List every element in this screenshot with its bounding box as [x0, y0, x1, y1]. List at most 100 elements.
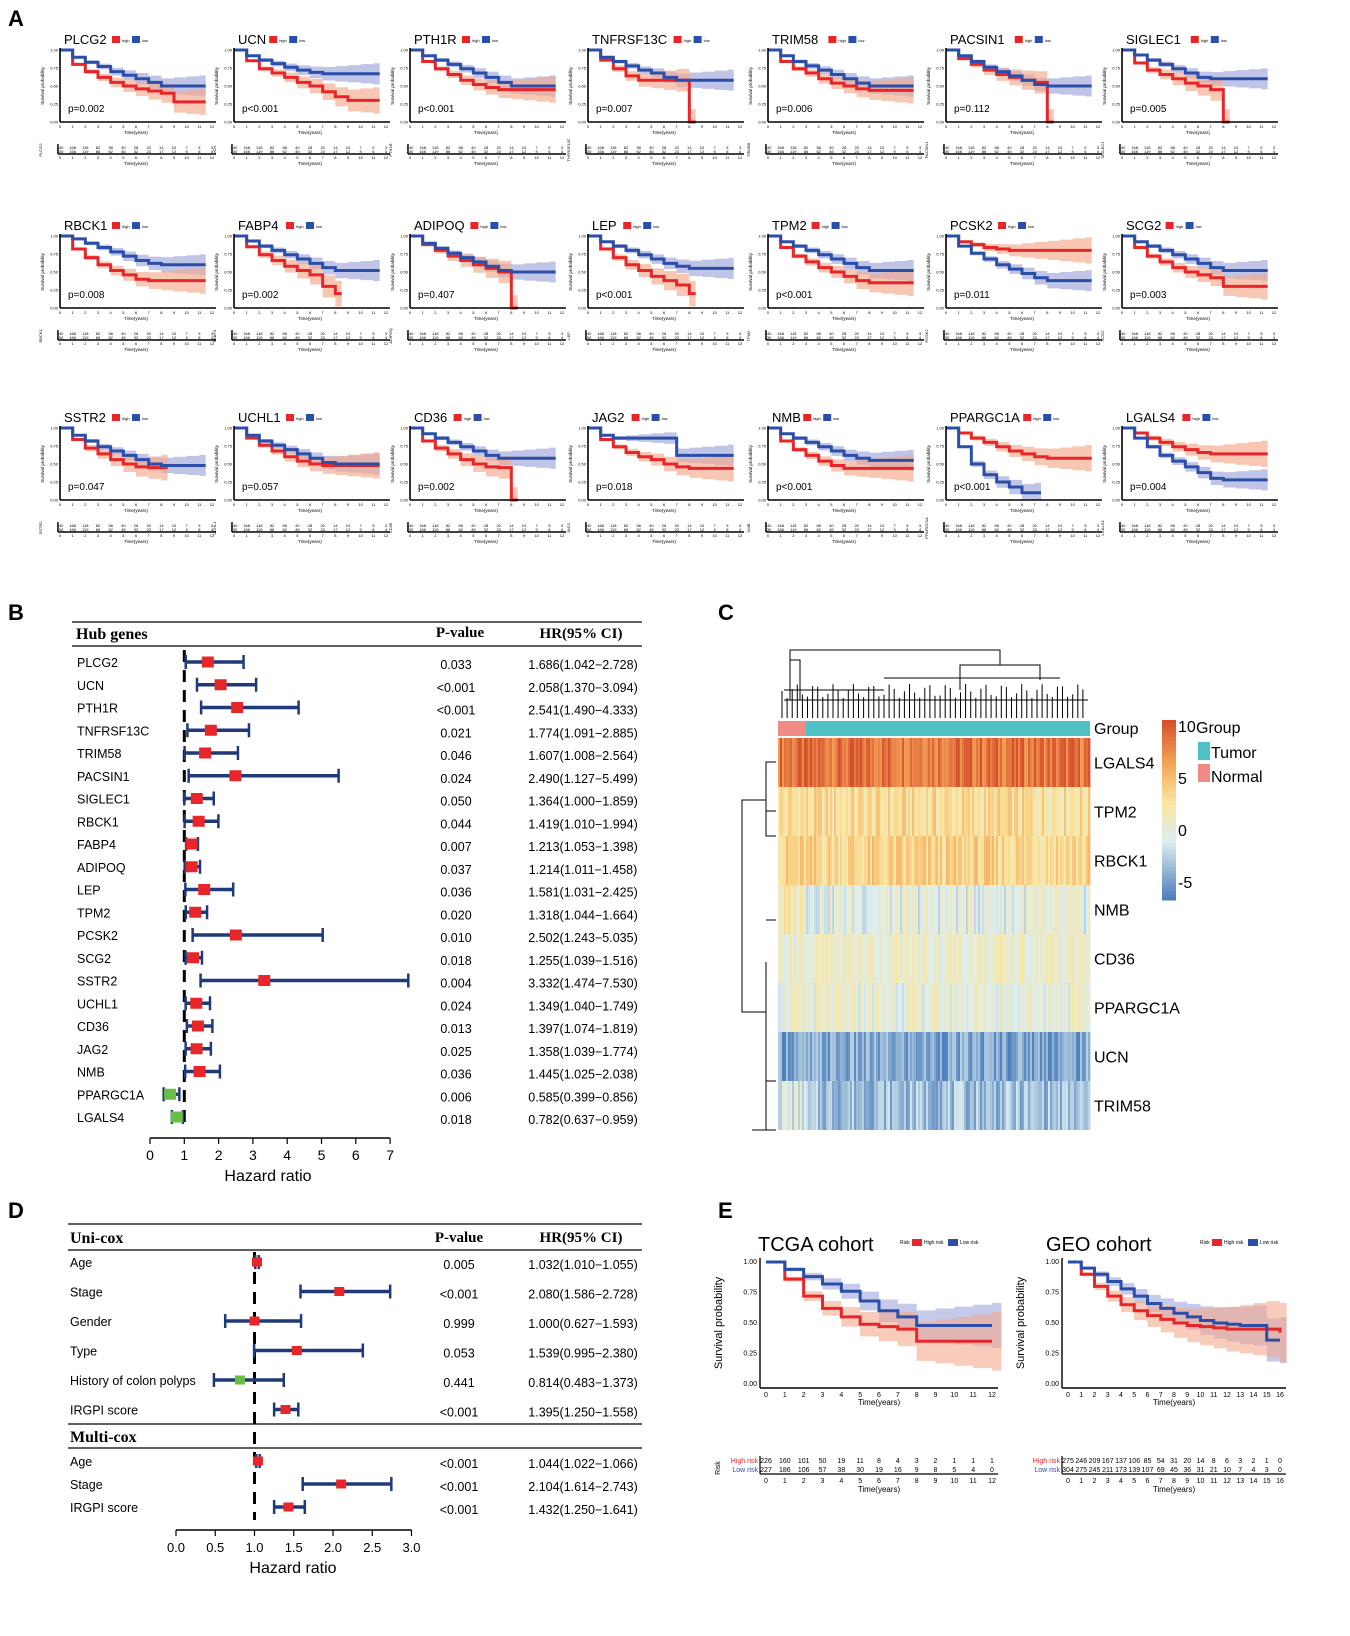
risk-x-tick: 12 — [1272, 341, 1277, 346]
y-tick-label: 0.75 — [758, 66, 767, 71]
heat-cell — [956, 934, 959, 983]
risk-count: 20 — [496, 523, 501, 528]
heat-cell — [984, 1032, 987, 1081]
heat-cell — [1058, 934, 1061, 983]
risk-count: 119 — [432, 335, 439, 340]
heat-cell — [970, 787, 973, 836]
heat-cell — [1008, 1081, 1011, 1130]
heat-cell — [856, 836, 859, 885]
heat-cell — [800, 787, 803, 836]
x-tick-label: 0 — [59, 310, 62, 315]
risk-x-tick: 4 — [818, 341, 821, 346]
x-tick-label: 8 — [868, 502, 871, 507]
x-tick-label: 11 — [725, 502, 730, 507]
risk-x-tick: 12 — [1096, 155, 1101, 160]
risk-count: 12 — [346, 527, 351, 532]
heat-cell — [790, 983, 793, 1032]
dendrogram-branch — [784, 677, 1088, 701]
heat-cell — [884, 787, 887, 836]
heat-cell — [892, 983, 895, 1032]
heat-cell — [932, 738, 935, 787]
risk-x-tick: 12 — [1272, 155, 1277, 160]
heat-cell — [826, 1081, 829, 1130]
risk-count: 166 — [69, 527, 76, 532]
heat-cell — [820, 787, 823, 836]
x-tick-label: 11 — [547, 502, 552, 507]
risk-count-high: 1 — [990, 1458, 994, 1465]
heat-cell — [902, 787, 905, 836]
risk-count: 166 — [243, 335, 250, 340]
scale-cell — [1162, 885, 1176, 889]
legend-high-swatch — [453, 414, 462, 421]
x-tick-label: 9 — [1059, 310, 1062, 315]
heat-cell — [896, 885, 899, 934]
risk-x-tick: 12 — [384, 341, 389, 346]
p-value: p=0.008 — [68, 290, 105, 301]
risk-count: 119 — [1144, 149, 1151, 154]
heat-cell — [1000, 738, 1003, 787]
km-gene-title: UCHL1 — [238, 410, 281, 425]
scale-cell — [1162, 729, 1176, 733]
panel-label-a: A — [8, 6, 24, 31]
risk-count: 118 — [1144, 523, 1151, 528]
scale-cell — [1162, 774, 1176, 778]
y-tick-label: 1.00 — [758, 426, 767, 431]
heat-cell — [784, 983, 787, 1032]
risk-count: 5 — [548, 523, 551, 528]
risk-count: 3 — [1097, 331, 1100, 336]
x-tick-label: 0 — [764, 1392, 768, 1399]
risk-count: 20 — [146, 331, 151, 336]
heat-cell — [842, 1032, 845, 1081]
heat-cell — [938, 836, 941, 885]
risk-count: 20 — [854, 145, 859, 150]
heat-cell — [914, 836, 917, 885]
risk-count: 3 — [211, 523, 214, 528]
risk-x-tick: 12 — [560, 533, 565, 538]
heat-cell — [912, 836, 915, 885]
y-axis-label: Survival probability — [926, 66, 931, 105]
x-tick-label: 10 — [892, 124, 897, 129]
heat-cell — [986, 836, 989, 885]
curve-high — [1122, 234, 1268, 288]
heat-cell — [1054, 934, 1057, 983]
scale-cell — [1162, 897, 1176, 901]
risk-count: 9 — [360, 335, 363, 340]
risk-count: 32 — [484, 149, 489, 154]
heat-cell — [806, 1032, 809, 1081]
heat-cell — [1052, 787, 1055, 836]
heat-cell — [928, 885, 931, 934]
km-gene-title: CD36 — [414, 410, 447, 425]
legend-low-label: low — [858, 38, 864, 43]
y-axis-label: Survival probability — [713, 1276, 725, 1369]
heat-cell — [920, 738, 923, 787]
heat-cell — [808, 934, 811, 983]
heat-cell — [1020, 983, 1023, 1032]
risk-count: 6 — [1260, 149, 1263, 154]
x-tick-label: 6 — [1197, 124, 1200, 129]
x-tick-label: 12 — [1272, 310, 1277, 315]
header-hrci: HR(95% CI) — [540, 1230, 623, 1246]
risk-count: 4 — [561, 335, 564, 340]
heat-cell — [1004, 885, 1007, 934]
risk-count: 118 — [968, 523, 975, 528]
risk-count-low: 8 — [934, 1467, 938, 1474]
heat-cell — [1068, 885, 1071, 934]
risk-x-tick: 2 — [258, 533, 261, 538]
risk-count: 32 — [662, 527, 667, 532]
scale-cell — [1162, 768, 1176, 772]
row-hrci: 1.774(1.091−2.885) — [528, 726, 637, 740]
scale-cell — [1162, 726, 1176, 730]
heat-cell — [862, 934, 865, 983]
risk-count: 230 — [585, 149, 592, 154]
x-axis-label: Time(years) — [474, 316, 498, 321]
y-tick-label: 0.00 — [224, 498, 233, 503]
x-tick-label: 11 — [1083, 310, 1088, 315]
risk-x-tick: 12 — [560, 155, 565, 160]
x-tick-label: 2 — [970, 310, 973, 315]
risk-count: 230 — [585, 527, 592, 532]
heat-cell — [1070, 885, 1073, 934]
risk-x-tick: 10 — [184, 341, 189, 346]
heat-cell — [946, 885, 949, 934]
heat-cell — [1050, 1081, 1053, 1130]
